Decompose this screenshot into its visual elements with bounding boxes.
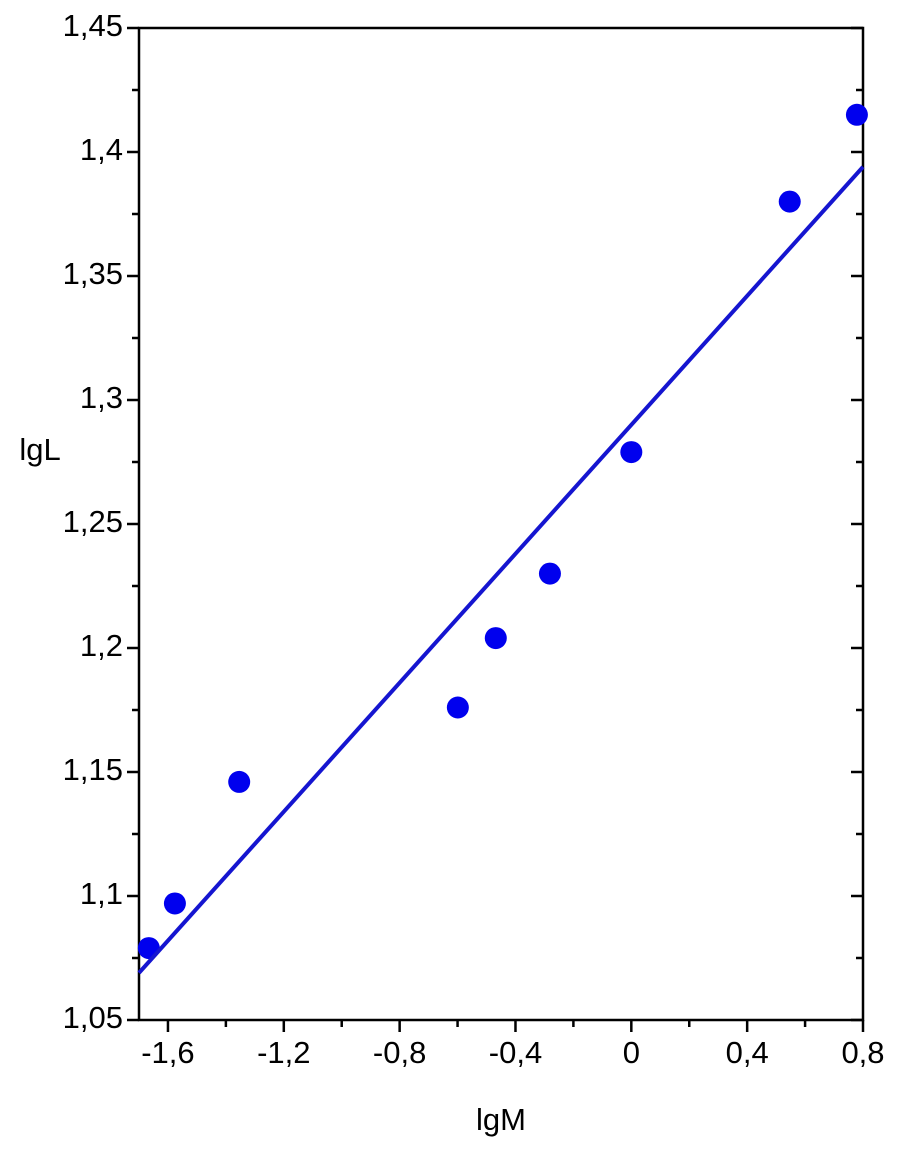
x-tick-label: -0,8	[373, 1035, 426, 1070]
data-point	[484, 627, 507, 650]
data-point	[228, 770, 251, 793]
x-tick-label: 0,8	[841, 1035, 884, 1070]
y-tick-label: 1,2	[80, 628, 123, 663]
y-tick-label: 1,05	[63, 1000, 123, 1035]
x-tick-label: -1,2	[257, 1035, 310, 1070]
y-tick-label: 1,1	[80, 876, 123, 911]
plot-frame	[137, 26, 865, 1022]
x-tick-label: -0,4	[489, 1035, 542, 1070]
data-point	[446, 696, 469, 719]
x-tick-label: 0,4	[726, 1035, 769, 1070]
data-point	[778, 190, 801, 213]
y-tick-label: 1,45	[63, 8, 123, 43]
y-tick-label: 1,4	[80, 132, 123, 167]
y-tick-label: 1,15	[63, 752, 123, 787]
x-tick-label: -1,6	[141, 1035, 194, 1070]
y-axis-label: lgL	[19, 432, 60, 467]
data-point	[620, 441, 643, 464]
data-point	[538, 562, 561, 585]
y-tick-label: 1,25	[63, 504, 123, 539]
data-point	[163, 892, 186, 915]
y-tick-label: 1,3	[80, 380, 123, 415]
fit-line	[137, 165, 865, 975]
data-point	[845, 103, 868, 126]
x-axis-label: lgM	[476, 1102, 526, 1137]
y-tick-label: 1,35	[63, 256, 123, 291]
x-tick-label: 0	[623, 1035, 640, 1070]
